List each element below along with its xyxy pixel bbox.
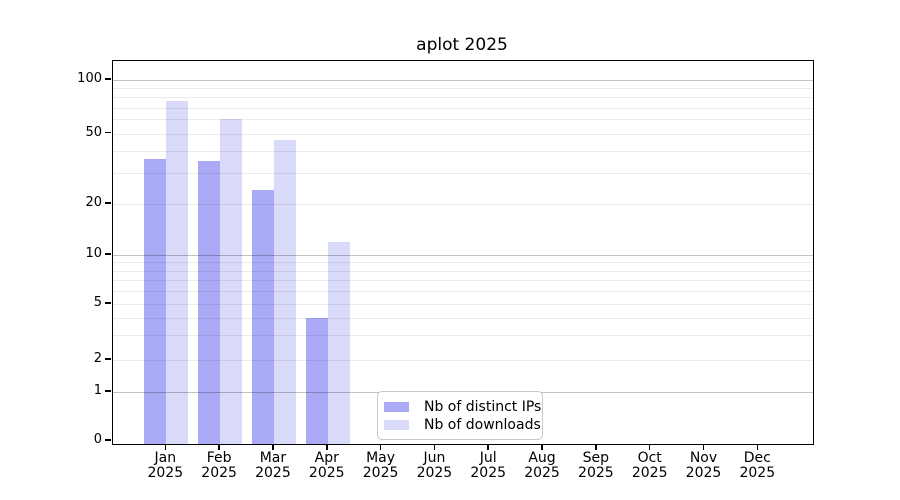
plot-area <box>112 60 814 445</box>
gridline-minor-5 <box>113 304 813 305</box>
bar-distinct-ips-mar <box>251 189 274 444</box>
legend-label-distinct-ips: Nb of distinct IPs <box>424 398 542 415</box>
gridline-minor-80 <box>113 97 813 99</box>
x-tick-label-apr: Apr 2025 <box>308 450 345 481</box>
bar-downloads-feb <box>220 119 243 444</box>
bar-distinct-ips-apr <box>305 317 328 444</box>
x-tick-label-jul: Jul 2025 <box>470 450 507 481</box>
chart-title: aplot 2025 <box>416 35 508 55</box>
gridline-minor-30 <box>113 172 813 174</box>
gridline-minor-2 <box>113 360 813 361</box>
x-tick-label-mar: Mar 2025 <box>255 450 291 481</box>
y-tick-label-10: 10 <box>85 246 102 261</box>
x-tick-label-dec: Dec 2025 <box>739 450 776 481</box>
x-tick-jul <box>487 445 489 450</box>
x-tick-feb <box>218 445 220 450</box>
x-tick-label-jun: Jun 2025 <box>416 450 453 481</box>
x-tick-jun <box>433 445 436 450</box>
y-tick-2 <box>105 358 111 360</box>
gridline-minor-4 <box>113 317 813 319</box>
bar-downloads-apr <box>327 241 350 444</box>
x-tick-may <box>379 445 382 450</box>
y-tick-label-5: 5 <box>93 295 102 310</box>
gridline-minor-60 <box>113 119 813 121</box>
gridline-minor-20 <box>113 204 813 205</box>
x-tick-label-jan: Jan 2025 <box>147 450 184 481</box>
gridline-minor-9 <box>113 262 813 264</box>
x-tick-dec <box>756 445 759 450</box>
legend-item-downloads: Nb of downloads <box>384 416 542 433</box>
y-tick-50 <box>105 131 111 134</box>
gridline-minor-8 <box>113 270 813 272</box>
legend-item-distinct-ips: Nb of distinct IPs <box>384 398 542 415</box>
y-tick-label-50: 50 <box>85 124 102 140</box>
y-tick-1 <box>105 390 111 392</box>
legend-swatch-distinct-ips <box>384 401 409 412</box>
y-tick-label-100: 100 <box>77 71 102 86</box>
x-tick-label-nov: Nov 2025 <box>685 450 722 481</box>
y-tick-5 <box>105 302 111 304</box>
legend: Nb of distinct IPs Nb of downloads <box>377 391 543 440</box>
x-tick-label-oct: Oct 2025 <box>631 450 668 481</box>
y-tick-label-1: 1 <box>93 383 102 398</box>
x-tick-sep <box>595 445 597 450</box>
y-tick-0 <box>105 439 111 441</box>
bar-downloads-jan <box>166 101 189 444</box>
gridline-minor-6 <box>113 291 813 293</box>
x-tick-label-feb: Feb 2025 <box>201 450 237 481</box>
gridline-major-100 <box>113 80 813 81</box>
legend-swatch-downloads <box>384 419 409 430</box>
x-tick-label-sep: Sep 2025 <box>578 450 614 481</box>
x-tick-oct <box>648 445 651 450</box>
y-tick-label-0: 0 <box>93 432 102 447</box>
x-tick-label-aug: Aug 2025 <box>524 450 560 481</box>
bar-downloads-mar <box>273 139 296 444</box>
x-tick-nov <box>702 445 705 450</box>
bar-distinct-ips-jan <box>144 158 167 444</box>
gridline-minor-3 <box>113 335 813 337</box>
y-tick-label-20: 20 <box>85 195 102 210</box>
gridline-minor-40 <box>113 150 813 152</box>
gridline-minor-90 <box>113 88 813 90</box>
x-tick-apr <box>325 445 328 450</box>
y-tick-label-2: 2 <box>93 351 102 366</box>
x-tick-jan <box>164 445 167 450</box>
x-tick-aug <box>541 445 543 450</box>
x-tick-label-may: May 2025 <box>362 450 399 481</box>
bar-distinct-ips-feb <box>198 160 221 444</box>
legend-label-downloads: Nb of downloads <box>424 416 541 433</box>
y-tick-10 <box>105 253 111 255</box>
gridline-minor-70 <box>113 107 813 109</box>
x-tick-mar <box>272 445 274 450</box>
gridline-minor-7 <box>113 280 813 282</box>
y-tick-100 <box>105 78 111 80</box>
gridline-minor-50 <box>113 133 813 135</box>
y-tick-20 <box>105 202 111 204</box>
gridline-major-10 <box>113 255 813 256</box>
